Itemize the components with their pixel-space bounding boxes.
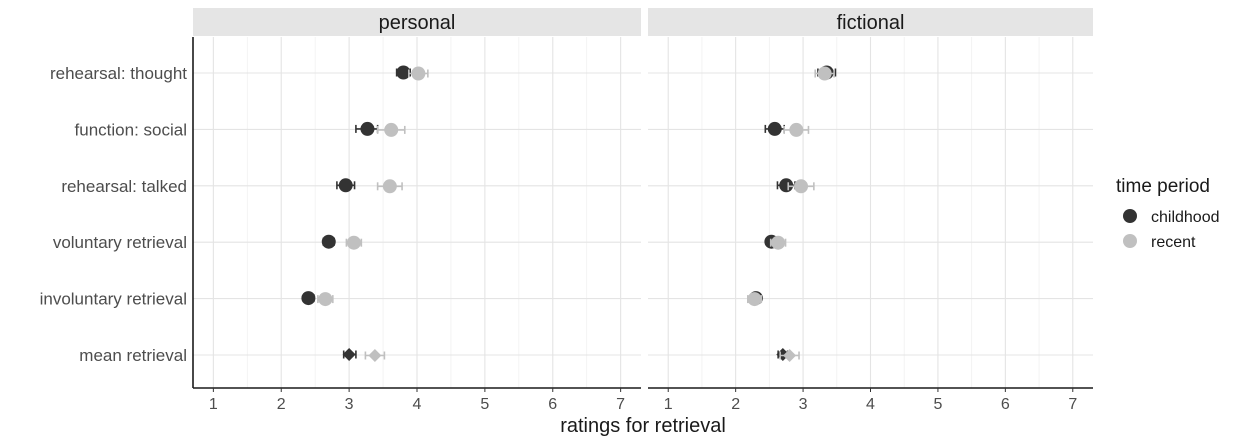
panel-title-personal: personal	[379, 12, 456, 34]
point-recent	[346, 235, 361, 250]
panel-strip-0	[193, 8, 641, 36]
legend-key-recent	[1123, 234, 1137, 248]
y-category-label: rehearsal: talked	[61, 177, 187, 196]
axes: 1 2 3 4 5 6 7 1 2 3 4 5 6 7 rehearsal: thought function…	[40, 37, 1093, 413]
point-recent	[783, 349, 797, 362]
y-category-label: involuntary retrieval	[40, 290, 187, 309]
x-tick-label: 1	[664, 396, 673, 413]
point-recent	[411, 66, 426, 81]
point-recent	[382, 179, 397, 194]
data-marks	[301, 65, 837, 362]
x-tick-label: 2	[731, 396, 740, 413]
point-recent	[789, 122, 804, 137]
point-recent	[318, 292, 333, 307]
y-category-label: function: social	[75, 120, 187, 139]
point-childhood	[342, 348, 356, 361]
legend: time period childhood recent	[1116, 176, 1220, 251]
y-category-label: rehearsal: thought	[50, 64, 187, 83]
grid-layer	[193, 37, 1093, 388]
x-tick-label: 7	[616, 396, 625, 413]
x-tick-label: 4	[413, 396, 422, 413]
y-category-label: voluntary retrieval	[53, 233, 187, 252]
point-recent	[771, 235, 786, 250]
x-tick-label: 6	[1001, 396, 1010, 413]
point-childhood	[360, 121, 375, 136]
point-recent	[368, 349, 382, 362]
x-tick-label: 3	[799, 396, 808, 413]
panel-strips: personal fictional	[193, 8, 1093, 36]
x-tick-label: 1	[209, 396, 218, 413]
point-recent	[747, 292, 762, 307]
x-tick-label: 7	[1068, 396, 1077, 413]
point-recent	[817, 66, 832, 81]
panel-strip-1	[648, 8, 1093, 36]
point-childhood	[779, 178, 794, 193]
x-tick-label: 5	[933, 396, 942, 413]
x-tick-label: 3	[345, 396, 354, 413]
x-tick-label: 2	[277, 396, 286, 413]
legend-label-recent: recent	[1151, 234, 1196, 251]
legend-title: time period	[1116, 176, 1210, 197]
point-childhood	[338, 178, 353, 193]
legend-key-childhood	[1123, 209, 1137, 223]
x-tick-label: 6	[548, 396, 557, 413]
x-tick-label: 4	[866, 396, 875, 413]
point-childhood	[321, 234, 336, 249]
x-tick-label: 5	[480, 396, 489, 413]
point-childhood	[301, 291, 316, 306]
y-category-label: mean retrieval	[79, 346, 187, 365]
point-childhood	[767, 121, 782, 136]
x-axis-title: ratings for retrieval	[560, 415, 726, 437]
point-recent	[384, 122, 399, 137]
point-recent	[794, 179, 809, 194]
panel-title-fictional: fictional	[837, 12, 905, 34]
legend-label-childhood: childhood	[1151, 209, 1220, 226]
point-childhood	[396, 65, 411, 80]
